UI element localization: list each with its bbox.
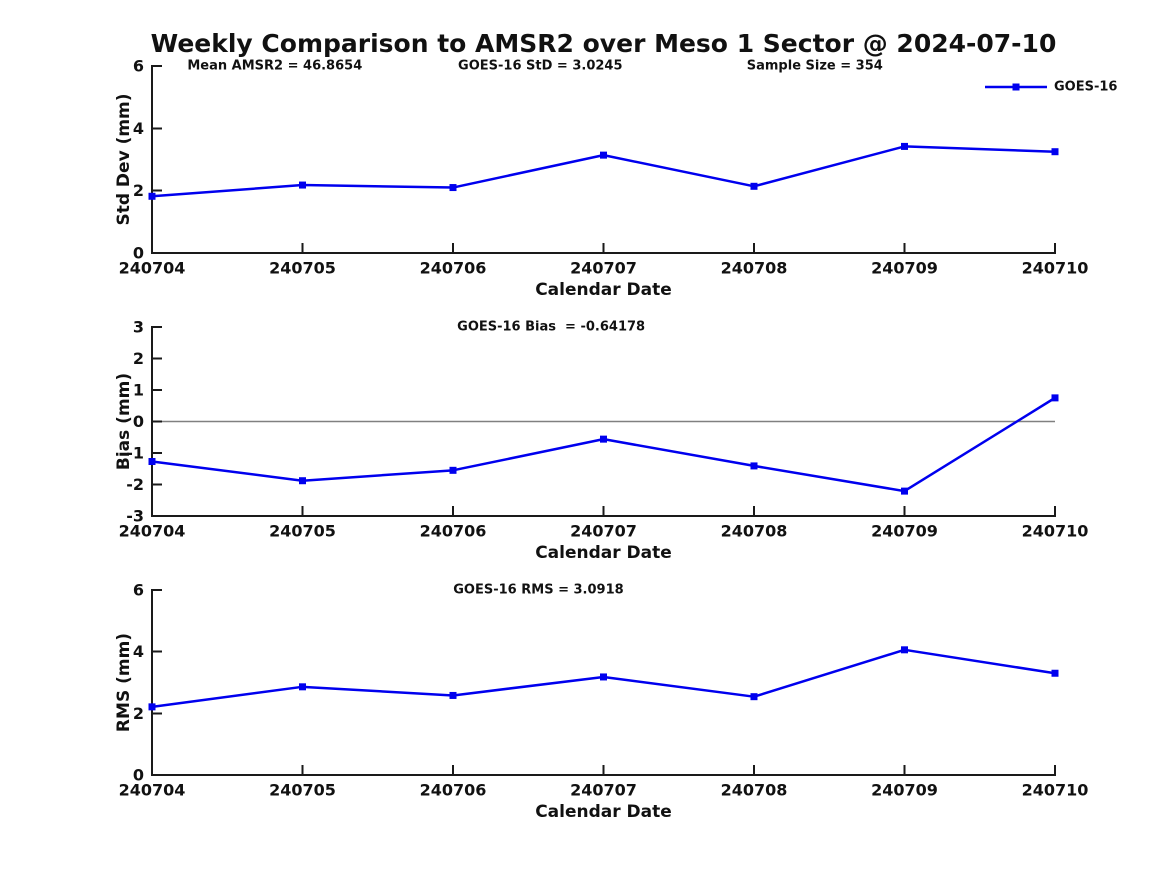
chart-bias: -3 -2 -1 0 1 2 3 240704 240705 240706 240707 240708… bbox=[114, 318, 1088, 564]
y-tick-label: 0 bbox=[133, 412, 144, 431]
x-tick-label: 240704 bbox=[119, 259, 186, 278]
x-tick-label: 240706 bbox=[420, 259, 487, 278]
x-tick-label: 240705 bbox=[269, 781, 336, 800]
x-tick-label: 240707 bbox=[570, 522, 637, 541]
data-point-marker bbox=[148, 703, 156, 711]
y-tick-label: 2 bbox=[133, 704, 144, 723]
x-axis-label: Calendar Date bbox=[535, 280, 672, 300]
data-point-marker bbox=[750, 182, 758, 190]
data-point-marker bbox=[449, 466, 457, 474]
x-tick-label: 240710 bbox=[1022, 259, 1089, 278]
x-axis-label: Calendar Date bbox=[535, 802, 672, 822]
data-point-marker bbox=[1051, 394, 1059, 402]
stat-annotation: GOES-16 Bias = -0.64178 bbox=[457, 320, 645, 335]
data-point-marker bbox=[1051, 669, 1059, 677]
y-tick-label: 6 bbox=[133, 581, 144, 600]
x-tick-label: 240707 bbox=[570, 259, 637, 278]
data-point-marker bbox=[750, 462, 758, 470]
y-tick-label: 0 bbox=[133, 766, 144, 785]
x-tick-label: 240709 bbox=[871, 781, 938, 800]
chart-rms: 0 2 4 6 240704 240705 240706 240707 240708 240709… bbox=[114, 581, 1088, 823]
y-tick-label: 1 bbox=[133, 381, 144, 400]
y-tick-label: 4 bbox=[133, 119, 144, 138]
x-axis-label: Calendar Date bbox=[535, 543, 672, 563]
x-tick-label: 240704 bbox=[119, 781, 186, 800]
data-point-marker bbox=[449, 691, 457, 699]
x-tick-label: 240704 bbox=[119, 522, 186, 541]
data-point-marker bbox=[600, 673, 607, 681]
x-tick-label: 240709 bbox=[871, 259, 938, 278]
x-tick-label: 240707 bbox=[570, 781, 637, 800]
data-point-marker bbox=[449, 184, 457, 192]
y-tick-label: 2 bbox=[133, 181, 144, 200]
x-tick-label: 240709 bbox=[871, 522, 938, 541]
data-point-marker bbox=[901, 142, 908, 150]
data-point-marker bbox=[750, 693, 758, 701]
data-point-marker bbox=[148, 192, 156, 200]
y-tick-label: -3 bbox=[126, 507, 144, 526]
legend-marker bbox=[1012, 83, 1020, 91]
x-tick-label: 240706 bbox=[420, 522, 487, 541]
x-tick-label: 240706 bbox=[420, 781, 487, 800]
data-point-marker bbox=[1051, 148, 1059, 156]
x-tick-label: 240710 bbox=[1022, 781, 1089, 800]
stat-annotation: GOES-16 RMS = 3.0918 bbox=[453, 583, 623, 598]
figure-title: Weekly Comparison to AMSR2 over Meso 1 S… bbox=[150, 29, 1057, 58]
data-point-marker bbox=[148, 458, 156, 466]
y-tick-label: 4 bbox=[133, 642, 144, 661]
y-tick-label: -1 bbox=[126, 444, 144, 463]
data-point-marker bbox=[600, 435, 607, 443]
x-tick-label: 240708 bbox=[721, 522, 788, 541]
x-tick-label: 240708 bbox=[721, 259, 788, 278]
x-tick-label: 240710 bbox=[1022, 522, 1089, 541]
data-point-marker bbox=[299, 477, 306, 485]
stat-annotation: Mean AMSR2 = 46.8654 bbox=[187, 59, 362, 74]
data-point-marker bbox=[901, 646, 908, 654]
y-tick-label: 2 bbox=[133, 349, 144, 368]
stat-annotation: GOES-16 StD = 3.0245 bbox=[458, 59, 622, 74]
data-line bbox=[151, 396, 1056, 493]
legend: GOES-16 bbox=[985, 80, 1117, 95]
x-tick-label: 240708 bbox=[721, 781, 788, 800]
x-tick-label: 240705 bbox=[269, 259, 336, 278]
y-tick-label: 6 bbox=[133, 57, 144, 76]
y-axis-label: Bias (mm) bbox=[114, 373, 134, 470]
y-tick-label: 3 bbox=[133, 318, 144, 337]
y-axis-label: Std Dev (mm) bbox=[114, 93, 134, 225]
stat-annotation: Sample Size = 354 bbox=[747, 59, 883, 74]
y-tick-label: 0 bbox=[133, 244, 144, 263]
chart-stddev: 0 2 4 6 240704 240705 240706 240707 240708 240709… bbox=[114, 57, 1117, 301]
data-point-marker bbox=[901, 487, 908, 495]
x-tick-label: 240705 bbox=[269, 522, 336, 541]
y-tick-label: -2 bbox=[126, 475, 144, 494]
data-point-marker bbox=[299, 683, 306, 691]
data-point-marker bbox=[299, 181, 306, 189]
y-axis-label: RMS (mm) bbox=[114, 633, 134, 732]
legend-label: GOES-16 bbox=[1054, 80, 1117, 95]
data-point-marker bbox=[600, 151, 607, 159]
